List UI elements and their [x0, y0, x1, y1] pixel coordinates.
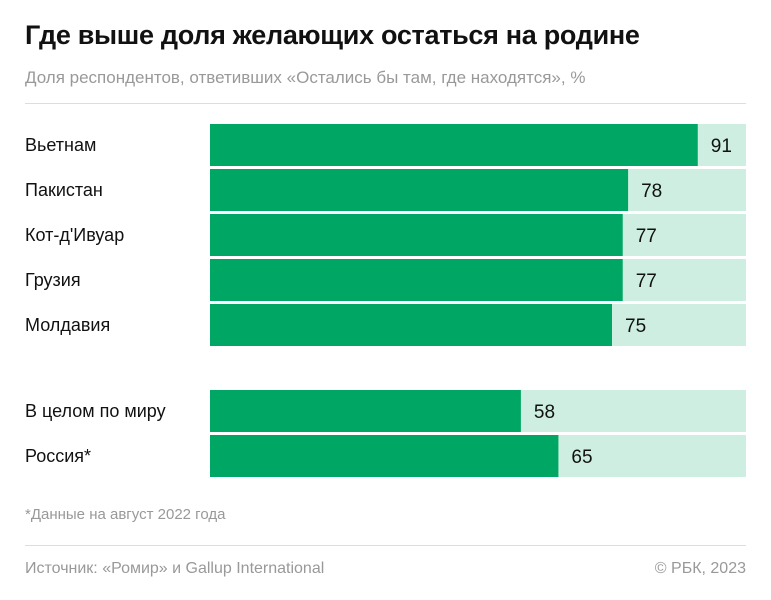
value-label: 77 — [636, 226, 657, 247]
bar — [210, 124, 698, 166]
bar — [210, 390, 521, 432]
value-label: 78 — [641, 181, 662, 202]
category-label: Кот-д'Ивуар — [25, 225, 124, 245]
value-label: 91 — [711, 136, 732, 157]
bar — [210, 259, 623, 301]
category-label: В целом по миру — [25, 401, 166, 421]
bar — [210, 214, 623, 256]
value-label: 75 — [625, 316, 646, 337]
value-label: 65 — [571, 447, 592, 468]
source: Источник: «Ромир» и Gallup International — [25, 560, 325, 577]
value-label: 77 — [636, 271, 657, 292]
divider-top — [25, 103, 746, 104]
chart-title: Где выше доля желающих остаться на родин… — [25, 20, 640, 50]
category-label: Грузия — [25, 270, 81, 290]
bar — [210, 435, 559, 477]
category-label: Пакистан — [25, 180, 103, 200]
category-label: Россия* — [25, 446, 91, 466]
divider-bottom — [25, 545, 746, 546]
copyright: © РБК, 2023 — [654, 560, 746, 577]
footnote: *Данные на август 2022 года — [25, 506, 226, 523]
value-label: 58 — [534, 402, 555, 423]
bar — [210, 169, 629, 211]
chart-subtitle: Доля респондентов, ответивших «Остались … — [25, 68, 586, 87]
category-label: Вьетнам — [25, 135, 96, 155]
bar — [210, 304, 612, 346]
category-label: Молдавия — [25, 315, 110, 335]
